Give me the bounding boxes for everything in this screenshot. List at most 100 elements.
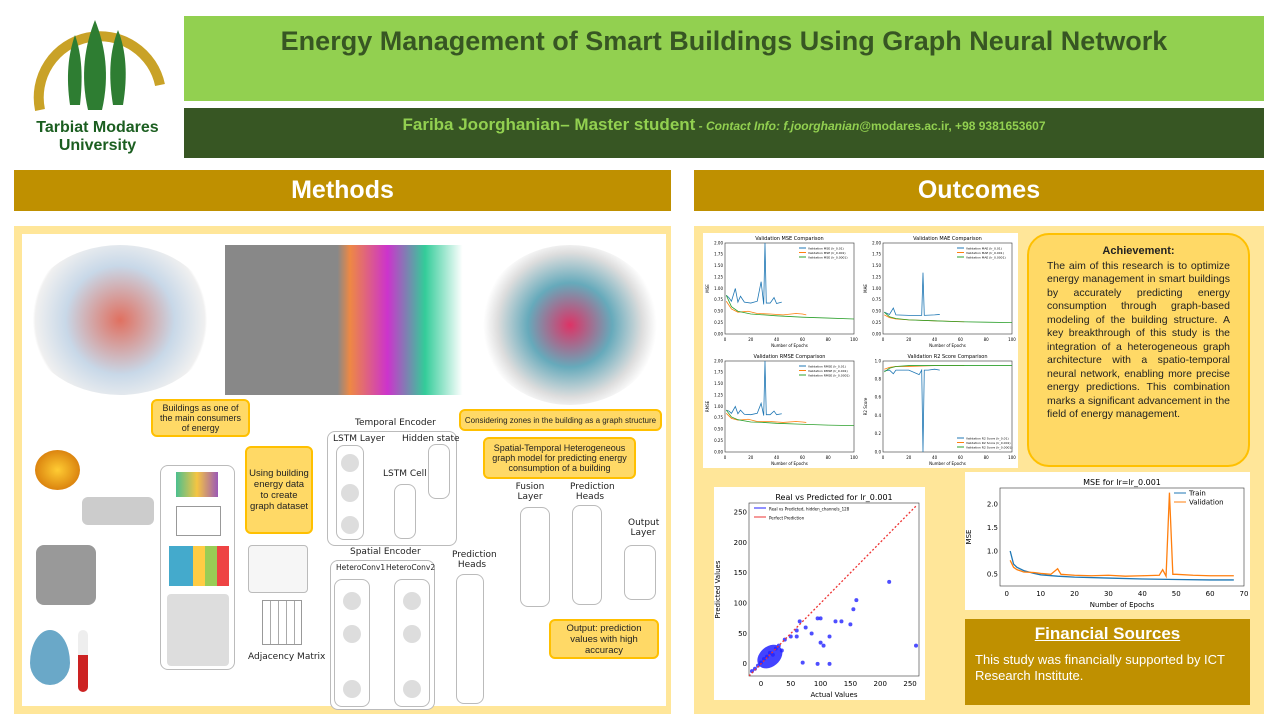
y-tick-label: 0.2 [875,431,882,436]
x-axis-label: Number of Epochs [929,461,966,466]
financial-text: This study was financially supported by … [975,652,1225,683]
scatter-point [833,619,838,624]
contact-details: @modares.ac.ir, +98 9381653607 [859,119,1046,133]
y-axis-label: R2 Score [863,397,868,415]
output-layer [624,545,656,600]
prediction-heads2-label: Prediction Heads [570,482,615,502]
floorplan-icon [176,472,218,497]
callout-dataset: Using building energy data to create gra… [245,446,313,534]
smart-building-illustration [225,245,475,395]
heteroconv1-layer [334,579,370,707]
y-tick-label: 0.75 [714,297,723,302]
scatter-point [815,616,820,621]
y-tick-label: 0.00 [872,331,881,336]
r2-comparison-chart: Validation R2 Score Comparison Number of … [863,354,1016,466]
y-tick-label: 1.25 [872,274,881,279]
outcomes-heading: Outcomes [694,170,1264,211]
achievement-box: Achievement: The aim of this research is… [1027,233,1250,467]
title-bar: Energy Management of Smart Buildings Usi… [184,16,1264,101]
logo-emblem-icon [33,20,165,112]
plot-area [999,487,1245,587]
legend-entry: Perfect Prediction [769,515,805,520]
fusion-layer-label: Fusion Layer [515,482,545,502]
chart-title: Validation R2 Score Comparison [907,354,987,360]
y-tick-label: 0.25 [714,320,723,325]
x-tick-label: 40 [1138,590,1147,598]
x-tick-label: 40 [932,455,938,460]
lstm-layer-label: LSTM Layer [333,434,385,444]
y-tick-label: 0.0 [875,449,882,454]
scatter-point [800,660,805,665]
x-tick-label: 100 [850,337,858,342]
x-axis-label: Number of Epochs [771,461,808,466]
y-tick-label: 2.00 [714,240,723,245]
heteroconv2-layer [394,579,430,707]
plot-area [724,360,855,453]
x-tick-label: 250 [903,680,916,688]
x-tick-label: 50 [786,680,795,688]
x-tick-label: 100 [1008,455,1016,460]
x-tick-label: 40 [774,455,780,460]
x-tick-label: 60 [800,337,806,342]
achievement-title: Achievement: [1102,245,1175,257]
x-tick-label: 50 [1172,590,1181,598]
y-tick-label: 0.25 [872,320,881,325]
y-tick-label: 0.6 [875,395,882,400]
graph-dataset-icon [248,545,308,593]
adjacency-matrix-label: Adjacency Matrix [248,652,326,662]
financial-sources-box: Financial Sources This study was financi… [965,619,1250,705]
y-tick-label: 1.25 [714,392,723,397]
series-line [884,311,1012,324]
hidden-state [428,444,450,499]
y-tick-label: 1.50 [714,381,723,386]
x-axis-label: Actual Values [810,691,857,699]
series-line [884,272,940,316]
callout-consumers: Buildings as one of the main consumers o… [151,399,250,437]
legend-entry: Validation MSE (lr_0.0001) [808,255,848,259]
x-tick-label: 70 [1240,590,1249,598]
series-line [726,413,807,423]
x-tick-label: 40 [774,337,780,342]
x-tick-label: 40 [932,337,938,342]
y-tick-label: 2.0 [987,501,998,509]
y-tick-label: 1.00 [714,404,723,409]
y-axis-label: MAE [863,284,868,293]
logo-name-line2: University [58,137,137,154]
x-tick-label: 20 [1070,590,1079,598]
y-axis-label: RMSE [705,400,710,412]
x-tick-label: 60 [958,455,964,460]
scatter-point [887,579,892,584]
y-tick-label: 0.4 [875,413,882,418]
methods-heading: Methods [14,170,671,211]
x-tick-label: 80 [826,337,832,342]
y-tick-label: 1.50 [714,263,723,268]
spatial-encoder-label: Spatial Encoder [350,547,421,557]
fusion-layer [520,507,550,607]
x-tick-label: 100 [850,455,858,460]
series-line [1009,492,1234,579]
callout-model: Spatial-Temporal Heterogeneous graph mod… [483,437,636,479]
series-line [884,365,1012,373]
scatter-point [854,598,859,603]
heteroconv2-label: HeteroConv2 [386,563,436,572]
scatter-point [851,607,856,612]
mse-train-validation-chart: MSE for lr=lr_0.001 Number of Epochs MSE 0 1… [965,472,1250,610]
author-name: Fariba Joorghanian– Master student [402,115,696,134]
y-tick-label: 1.75 [714,252,723,257]
scatter-point [815,661,820,666]
series-line [1009,550,1234,581]
y-tick-label: 2.00 [714,358,723,363]
scatter-point [794,634,799,639]
legend-entry: Validation MSE (lr_0.001) [808,251,846,255]
y-tick-label: 1.75 [872,252,881,257]
lstm-cell-label: LSTM Cell [383,469,427,479]
temporal-encoder-label: Temporal Encoder [355,418,436,428]
y-tick-label: 0.50 [714,427,723,432]
zones-icon [169,546,229,586]
hidden-state-label: Hidden state [402,434,460,444]
chart-title: MSE for lr=lr_0.001 [1083,478,1161,487]
series-line [726,361,782,416]
y-tick-label: 0.5 [987,571,998,579]
series-line [725,301,807,316]
series-line [725,409,854,427]
